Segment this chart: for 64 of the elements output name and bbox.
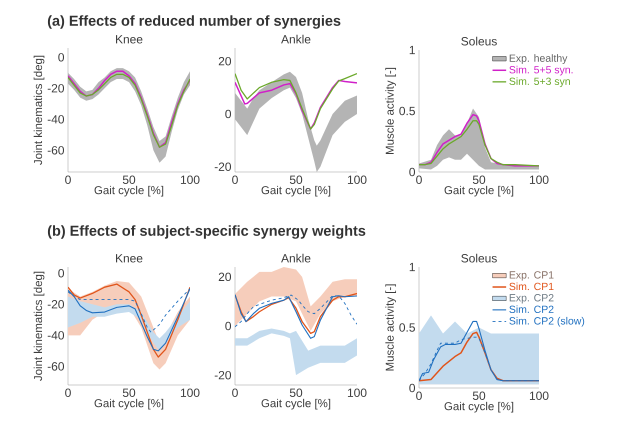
y-tick-label: 0 (225, 322, 232, 330)
y-axis-title: Muscle activity [-] (385, 284, 396, 370)
x-tick-label: 50 (122, 176, 136, 184)
chart-title: Soleus (461, 36, 497, 46)
x-tick-label: 50 (122, 388, 136, 397)
x-tick-label: 100 (180, 176, 200, 184)
legend-label: Sim. CP2 (509, 305, 554, 314)
x-tick-label: 0 (416, 176, 422, 184)
x-tick-label: 100 (530, 392, 549, 400)
y-tick-label: -20 (48, 300, 64, 308)
y-tick-label: 0 (225, 110, 232, 118)
y-tick-label: 0 (58, 268, 64, 278)
x-tick-label: 100 (530, 176, 549, 184)
x-axis-title: Gait cycle [%] (94, 398, 164, 410)
x-tick-label: 50 (472, 392, 486, 400)
y-axis-title: Joint kinematics [deg] (34, 56, 44, 165)
legend-label: Exp. CP2 (510, 294, 554, 304)
x-tick-label: 100 (348, 388, 367, 397)
y-tick-label: -60 (48, 362, 64, 371)
y-tick-label: -20 (214, 162, 232, 171)
x-axis-title: Gait cycle [%] (262, 398, 330, 410)
y-tick-label: -40 (48, 331, 64, 340)
line-series (68, 283, 190, 358)
legend-label: Sim. 5+3 syn (509, 77, 570, 88)
chart-title: Knee (116, 35, 142, 44)
legend-label: Exp. CP1 (510, 271, 554, 281)
x-tick-label: 0 (232, 388, 238, 397)
y-axis-title: Muscle activity [-] (385, 68, 396, 154)
y-tick-label: -40 (48, 115, 64, 124)
y-tick-label: 20 (218, 56, 232, 66)
x-tick-label: 50 (472, 176, 486, 184)
y-tick-label: -20 (48, 84, 64, 93)
x-axis-title: Gait cycle [%] (94, 186, 164, 196)
chart-title: Ankle (281, 254, 310, 262)
chart-title: Soleus (461, 254, 497, 262)
x-axis-title: Gait cycle [%] (444, 402, 514, 412)
y-tick-label: 0 (409, 168, 416, 176)
x-tick-label: 100 (348, 176, 367, 184)
y-axis-title: Joint kinematics [deg] (34, 272, 44, 381)
y-tick-label: 1 (410, 262, 415, 272)
y-tick-label: 0.5 (399, 106, 415, 116)
x-axis-title: Gait cycle [%] (444, 186, 514, 196)
x-tick-label: 0 (232, 176, 238, 184)
y-tick-label: 1 (410, 46, 415, 54)
x-tick-label: 0 (65, 176, 71, 184)
legend-label: Exp. healthy (510, 54, 568, 64)
x-tick-label: 50 (290, 388, 302, 397)
legend-label: Sim. CP2 (slow) (509, 316, 584, 327)
y-tick-label: 0.5 (399, 323, 415, 332)
y-tick-label: 0 (58, 53, 64, 62)
chart-title: Ankle (281, 34, 310, 44)
x-tick-label: 0 (416, 392, 422, 400)
x-tick-label: 100 (180, 388, 200, 397)
chart-title: Knee (116, 254, 142, 262)
x-tick-label: 0 (65, 388, 71, 397)
y-tick-label: -20 (214, 370, 232, 380)
y-tick-label: -60 (48, 146, 64, 155)
y-tick-label: 20 (218, 272, 232, 282)
legend-label: Sim. 5+5 syn. (509, 66, 573, 76)
text: (a) Effects of reduced number of synergies (48, 15, 340, 29)
x-tick-label: 50 (290, 176, 302, 184)
legend-label: Sim. CP1 (509, 282, 554, 290)
text: (b) Effects of subject-specific synergy weights (48, 225, 366, 239)
x-axis-title: Gait cycle [%] (262, 186, 330, 196)
